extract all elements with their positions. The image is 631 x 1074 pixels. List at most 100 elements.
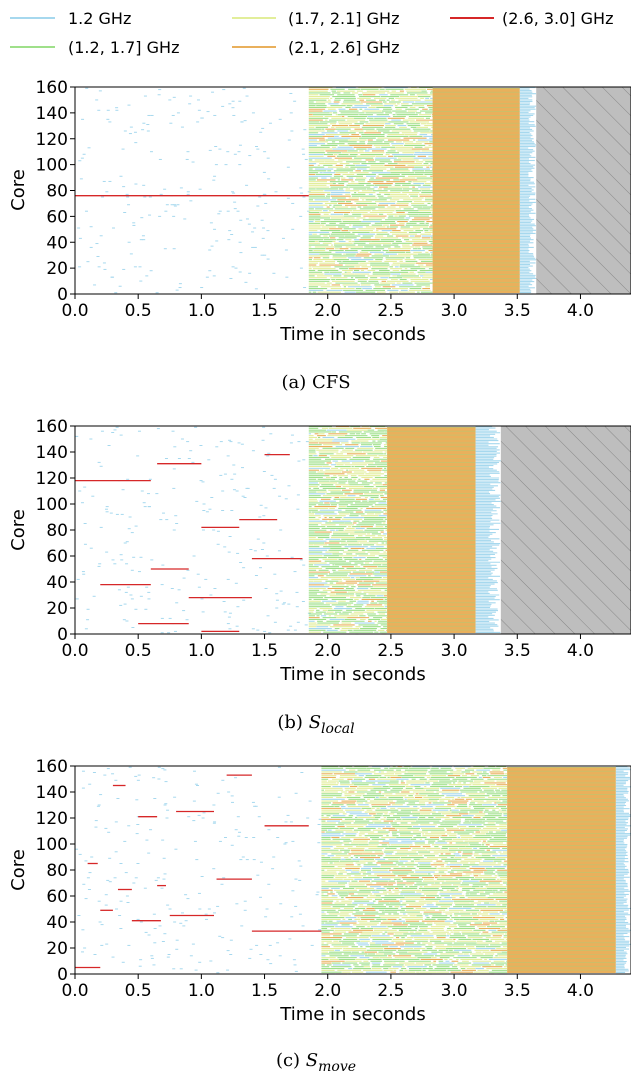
- chart-s-local-ytick-label: 140: [36, 443, 68, 463]
- chart-s-move-xlabel: Time in seconds: [279, 1004, 425, 1025]
- chart-cfs-ytick-label: 160: [36, 78, 68, 98]
- chart-s-move-ytick-label: 60: [46, 887, 68, 907]
- chart-s-local-xtick-label: 1.5: [251, 641, 278, 661]
- chart-s-local-xtick-label: 0.5: [125, 641, 152, 661]
- chart-s-local-xtick-label: 2.5: [377, 641, 404, 661]
- chart-s-local-ytick-label: 60: [46, 547, 68, 567]
- chart-s-local-ytick-label: 100: [36, 495, 68, 515]
- chart-s-move-xtick-label: 1.5: [251, 981, 278, 1001]
- chart-s-move: 0.0 0.5 1.0 1.5 2.0 2.5 3.0 3.5 4.0 0 20 40 60 80 100 1…: [8, 757, 631, 1074]
- chart-s-local-xlabel: Time in seconds: [279, 664, 425, 685]
- chart-s-move-ytick-label: 80: [46, 861, 68, 881]
- chart-s-move-xtick-label: 3.0: [441, 981, 468, 1001]
- chart-s-move-xtick-label: 3.5: [504, 981, 531, 1001]
- chart-cfs-caption: (a) CFS: [281, 372, 350, 393]
- legend-entry-3: (1.7, 2.1] GHz: [232, 9, 399, 28]
- chart-s-local-ytick-label: 20: [46, 599, 68, 619]
- chart-s-local-xtick-label: 3.0: [441, 641, 468, 661]
- chart-s-move-ticks: 0.0 0.5 1.0 1.5 2.0 2.5 3.0 3.5 4.0 0 20 40 60 80 100 1…: [36, 757, 594, 1001]
- chart-s-local: 0.0 0.5 1.0 1.5 2.0 2.5 3.0 3.5 4.0 0 20 40 60 80 100 1…: [8, 417, 631, 737]
- chart-s-local-phase-2: [308, 425, 388, 635]
- chart-cfs: 0.0 0.5 1.0 1.5 2.0 2.5 3.0 3.5 4.0 0 20 40 60 80 100 1…: [8, 78, 631, 393]
- chart-s-local-phase-3: [387, 426, 476, 635]
- chart-cfs-ytick-label: 60: [46, 207, 68, 227]
- chart-s-local-caption: (b) Slocal: [277, 712, 354, 737]
- legend-label-2: (1.2, 1.7] GHz: [68, 38, 179, 57]
- chart-s-move-phase-4: [615, 765, 631, 975]
- chart-s-local-marks: [75, 425, 631, 635]
- chart-cfs-xtick-label: 2.0: [314, 301, 341, 321]
- chart-s-move-phase-1: [75, 766, 322, 974]
- chart-s-move-caption: (c) Smove: [276, 1050, 356, 1074]
- chart-cfs-xtick-label: 2.5: [377, 301, 404, 321]
- chart-s-local-caption-prefix: (b): [277, 712, 308, 733]
- chart-cfs-xtick-label: 1.5: [251, 301, 278, 321]
- chart-s-move-ytick-label: 120: [36, 809, 68, 829]
- chart-s-move-phase-2: [321, 765, 508, 975]
- chart-s-local-xtick-label: 2.0: [314, 641, 341, 661]
- chart-s-move-ylabel: Core: [8, 849, 29, 891]
- chart-s-move-xtick-label: 2.0: [314, 981, 341, 1001]
- chart-cfs-xlabel: Time in seconds: [279, 324, 425, 345]
- legend-entry-4: (2.1, 2.6] GHz: [232, 38, 399, 57]
- legend-label-3: (1.7, 2.1] GHz: [288, 9, 399, 28]
- chart-s-move-caption-prefix: (c): [276, 1050, 306, 1071]
- chart-cfs-caption-main: CFS: [312, 372, 351, 393]
- chart-s-move-ytick-label: 100: [36, 835, 68, 855]
- chart-s-move-xtick-label: 0.5: [125, 981, 152, 1001]
- chart-cfs-hatched-region: [536, 87, 631, 294]
- chart-s-local-ytick-label: 120: [36, 469, 68, 489]
- chart-cfs-xtick-label: 1.0: [188, 301, 215, 321]
- chart-s-local-xtick-label: 0.0: [61, 641, 88, 661]
- chart-s-move-caption-main: S: [306, 1050, 318, 1071]
- chart-cfs-ticks: 0.0 0.5 1.0 1.5 2.0 2.5 3.0 3.5 4.0 0 20 40 60 80 100 1…: [36, 78, 594, 321]
- chart-s-move-xtick-label: 4.0: [567, 981, 594, 1001]
- chart-cfs-ytick-label: 80: [46, 182, 68, 202]
- chart-cfs-marks: [75, 86, 631, 295]
- chart-cfs-phase-4: [519, 86, 537, 295]
- chart-s-local-ticks: 0.0 0.5 1.0 1.5 2.0 2.5 3.0 3.5 4.0 0 20 40 60 80 100 1…: [36, 417, 594, 661]
- legend-entry-2: (1.2, 1.7] GHz: [10, 38, 179, 57]
- chart-cfs-ytick-label: 40: [46, 233, 68, 253]
- chart-s-local-xtick-label: 1.0: [188, 641, 215, 661]
- chart-s-move-phase-3: [507, 766, 616, 975]
- chart-cfs-phase-1: [77, 86, 311, 295]
- chart-cfs-xtick-label: 0.0: [61, 301, 88, 321]
- chart-s-local-ytick-label: 80: [46, 521, 68, 541]
- chart-s-move-xtick-label: 2.5: [377, 981, 404, 1001]
- chart-s-local-ylabel: Core: [8, 509, 29, 551]
- chart-cfs-phase-3: [432, 87, 520, 295]
- chart-s-move-caption-sub: move: [318, 1059, 356, 1074]
- legend-entry-5: (2.6, 3.0] GHz: [450, 9, 613, 28]
- chart-s-local-ytick-label: 40: [46, 573, 68, 593]
- legend-entry-1: 1.2 GHz: [10, 9, 131, 28]
- chart-s-move-xtick-label: 1.0: [188, 981, 215, 1001]
- chart-s-move-xtick-label: 0.0: [61, 981, 88, 1001]
- chart-cfs-ytick-label: 100: [36, 156, 68, 176]
- legend-label-4: (2.1, 2.6] GHz: [288, 38, 399, 57]
- chart-s-move-ytick-label: 40: [46, 913, 68, 933]
- chart-s-local-phase-1: [75, 426, 311, 635]
- chart-cfs-phase-2: [308, 86, 433, 295]
- chart-s-move-ytick-label: 20: [46, 939, 68, 959]
- chart-s-local-hatched-region: [500, 426, 631, 634]
- chart-cfs-xtick-label: 0.5: [125, 301, 152, 321]
- chart-cfs-ytick-label: 140: [36, 104, 68, 124]
- legend-label-1: 1.2 GHz: [68, 9, 131, 28]
- chart-cfs-ytick-label: 0: [57, 285, 68, 305]
- chart-cfs-ytick-label: 20: [46, 259, 68, 279]
- chart-s-move-ytick-label: 0: [57, 965, 68, 985]
- chart-s-move-ytick-label: 160: [36, 757, 68, 777]
- chart-cfs-caption-prefix: (a): [281, 372, 312, 393]
- legend: 1.2 GHz (1.2, 1.7] GHz (1.7, 2.1] GHz (2…: [10, 9, 613, 57]
- chart-s-move-marks: [75, 765, 631, 975]
- chart-s-local-ytick-label: 0: [57, 625, 68, 645]
- chart-s-local-xtick-label: 3.5: [504, 641, 531, 661]
- chart-cfs-xtick-label: 3.5: [504, 301, 531, 321]
- chart-s-move-ytick-label: 140: [36, 783, 68, 803]
- chart-cfs-xtick-label: 4.0: [567, 301, 594, 321]
- chart-cfs-xtick-label: 3.0: [441, 301, 468, 321]
- chart-s-local-caption-sub: local: [321, 721, 355, 737]
- chart-cfs-ylabel: Core: [8, 169, 29, 211]
